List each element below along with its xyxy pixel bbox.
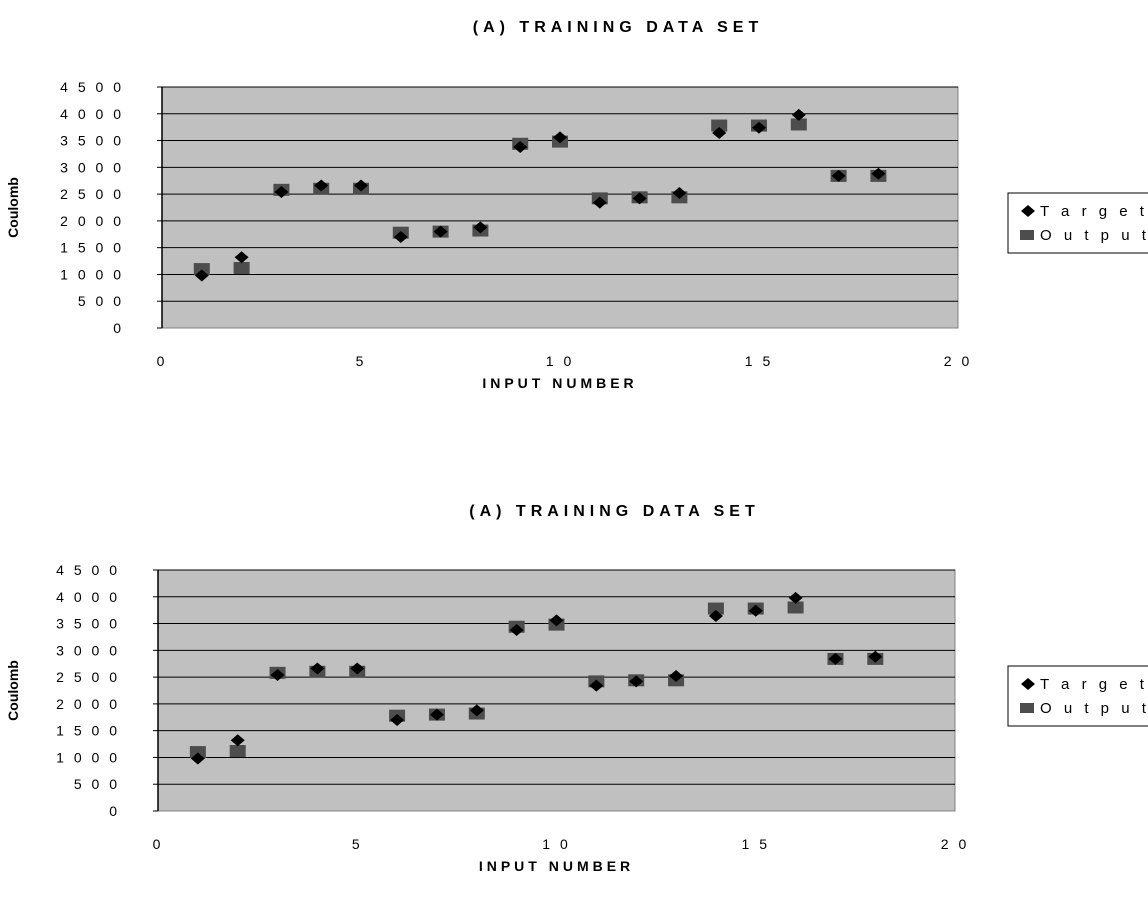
chart-title: (A) TRAINING DATA SET <box>469 503 759 520</box>
output-point <box>189 746 206 759</box>
y-tick-label: 0 <box>109 803 120 819</box>
y-tick-label: 4 0 0 0 <box>60 106 124 122</box>
y-tick-label: 3 0 0 0 <box>56 642 120 658</box>
x-tick-label: 5 <box>356 353 367 369</box>
target-point <box>234 251 249 264</box>
target-point <box>393 230 408 243</box>
output-point <box>790 118 807 131</box>
target-point <box>672 187 687 200</box>
target-point <box>473 221 488 234</box>
y-tick-label: 3 0 0 0 <box>60 159 124 175</box>
target-point <box>788 591 803 604</box>
target-point <box>390 713 405 726</box>
target-point <box>314 179 329 192</box>
y-axis-label: Coulomb <box>5 660 21 721</box>
y-tick-label: 0 <box>113 320 124 336</box>
y-tick-label: 5 0 0 <box>78 293 124 309</box>
target-point <box>828 652 843 665</box>
y-tick-label: 5 0 0 <box>74 776 120 792</box>
legend-label-output: O u t p u t <box>1040 227 1148 244</box>
target-point <box>194 269 209 282</box>
target-point <box>748 604 763 617</box>
x-axis-label: INPUT NUMBER <box>482 375 637 391</box>
x-tick-label: 1 5 <box>742 836 770 852</box>
y-tick-label: 4 0 0 0 <box>56 589 120 605</box>
target-point <box>270 668 285 681</box>
y-tick-label: 3 5 0 0 <box>56 616 120 632</box>
legend-target-marker <box>1021 205 1035 217</box>
output-point <box>193 263 210 276</box>
x-tick-label: 2 0 <box>941 836 969 852</box>
x-tick-label: 1 5 <box>745 353 773 369</box>
target-point <box>589 679 604 692</box>
y-tick-label: 4 5 0 0 <box>56 562 120 578</box>
chart-bottom: (A) TRAINING DATA SET 0 5 0 0 1 0 0 0 1 5 0 … <box>0 484 1148 904</box>
x-tick-label: 5 <box>352 836 363 852</box>
target-point <box>553 131 567 144</box>
legend-box <box>1007 192 1148 254</box>
y-tick-label: 2 0 0 0 <box>60 213 124 229</box>
output-point <box>229 745 246 758</box>
target-point <box>433 225 448 238</box>
target-point <box>871 167 886 180</box>
target-point <box>669 670 684 683</box>
plot-area <box>157 569 956 812</box>
x-tick-label: 1 0 <box>542 836 570 852</box>
output-point <box>787 601 804 614</box>
target-point <box>354 179 368 192</box>
plot-area <box>161 86 959 329</box>
y-tick-label: 4 5 0 0 <box>60 79 124 95</box>
legend-label-output: O u t p u t <box>1040 700 1148 717</box>
target-point <box>274 185 289 198</box>
y-tick-label: 2 0 0 0 <box>56 696 120 712</box>
y-tick-label: 1 0 0 0 <box>60 266 124 282</box>
target-point <box>230 734 245 747</box>
target-point <box>429 708 444 721</box>
chart-bottom-svg: (A) TRAINING DATA SET 0 5 0 0 1 0 0 0 1 5 0 … <box>5 503 1148 873</box>
y-tick-label: 2 5 0 0 <box>56 669 120 685</box>
target-point <box>549 614 564 627</box>
y-tick-label: 1 5 0 0 <box>56 723 120 739</box>
x-tick-label: 0 <box>157 353 168 369</box>
legend-output-marker <box>1020 703 1034 713</box>
target-point <box>708 610 723 623</box>
target-point <box>868 650 883 663</box>
x-tick-label: 2 0 <box>944 353 972 369</box>
y-tick-label: 1 5 0 0 <box>60 240 124 256</box>
target-point <box>350 662 365 675</box>
output-point <box>711 119 728 132</box>
y-tick-label: 3 5 0 0 <box>60 133 124 149</box>
output-point <box>707 602 724 615</box>
output-point <box>233 262 250 275</box>
chart-title: (A) TRAINING DATA SET <box>473 19 763 36</box>
target-point <box>513 140 528 153</box>
x-tick-label: 0 <box>153 836 164 852</box>
legend-label-target: T a r g e t <box>1040 676 1148 693</box>
chart-top-svg: (A) TRAINING DATA SET 0 5 0 0 1 0 0 0 1 5 0 … <box>5 19 1148 391</box>
target-point <box>629 675 644 688</box>
target-point <box>310 662 325 675</box>
target-point <box>831 169 846 182</box>
y-axis-label: Coulomb <box>5 177 21 238</box>
y-tick-label: 1 0 0 0 <box>56 749 120 765</box>
target-point <box>469 704 484 717</box>
legend-output-marker <box>1020 230 1034 240</box>
target-point <box>592 196 607 209</box>
x-tick-label: 1 0 <box>546 353 574 369</box>
target-point <box>509 623 524 636</box>
chart-top: (A) TRAINING DATA SET 0 5 0 0 1 0 0 0 1 5 0 … <box>0 0 1148 420</box>
target-point <box>752 121 766 134</box>
target-point <box>791 108 806 121</box>
y-tick-label: 2 5 0 0 <box>60 186 124 202</box>
target-point <box>190 752 205 765</box>
legend-box <box>1007 665 1148 727</box>
target-point <box>712 127 727 140</box>
target-point <box>632 192 647 205</box>
x-axis-label: INPUT NUMBER <box>479 858 634 873</box>
legend-label-target: T a r g e t <box>1040 203 1148 220</box>
legend-target-marker <box>1021 678 1035 690</box>
